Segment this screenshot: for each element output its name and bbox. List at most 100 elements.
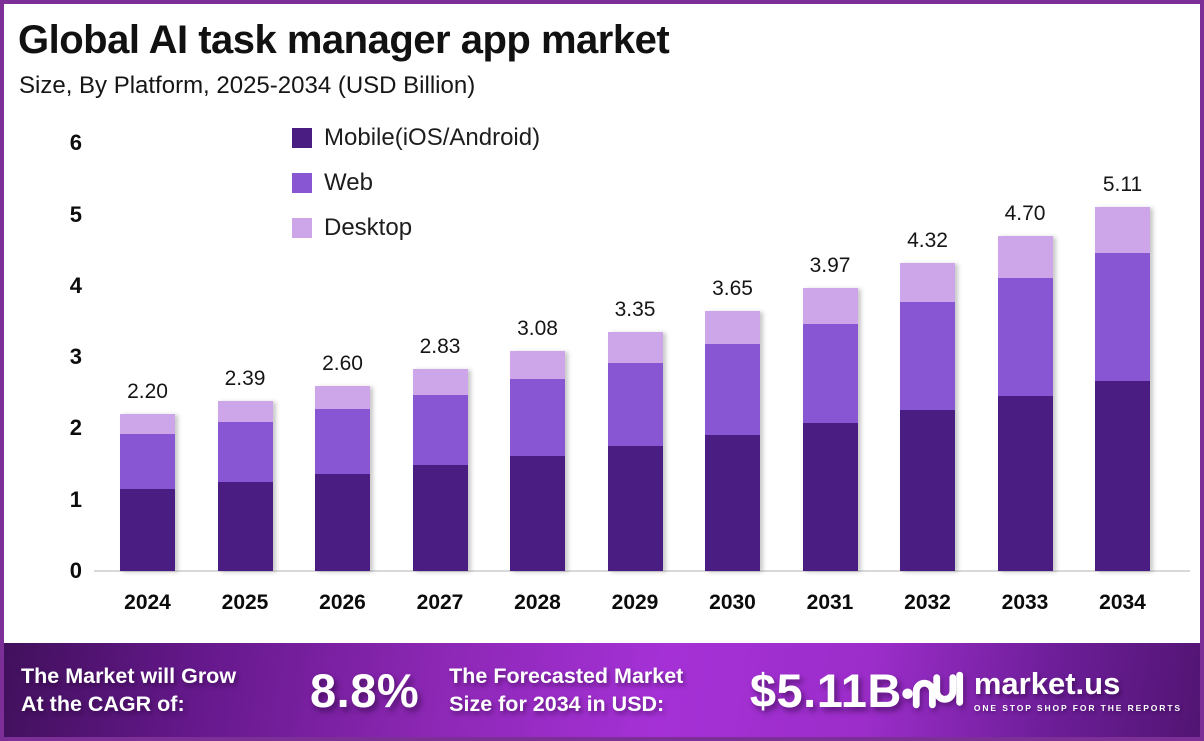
legend-label: Mobile(iOS/Android) (324, 124, 541, 151)
cagr-caption-line2: At the CAGR of: (21, 692, 185, 716)
y-tick-label-3: 3 (69, 344, 82, 370)
x-label-2029: 2029 (611, 591, 659, 614)
cagr-caption: The Market will Grow At the CAGR of: (21, 662, 270, 719)
bar-2031-total-label: 3.97 (809, 253, 851, 277)
forecast-caption-line1: The Forecasted Market (449, 663, 684, 688)
legend-swatch-icon (292, 173, 312, 193)
bar-2029-web-segment (607, 362, 663, 447)
bar-2025-desktop-segment (217, 400, 273, 422)
bar-2034-mobile-ios-android--segment (1095, 380, 1150, 571)
legend-label: Desktop (324, 214, 413, 241)
bar-2032 (900, 262, 955, 571)
bar-2024-total-label: 2.20 (127, 380, 168, 404)
bar-2034-web-segment (1095, 253, 1150, 381)
bar-2027-mobile-ios-android--segment (412, 465, 468, 571)
bar-2034 (1095, 206, 1150, 571)
bar-2031 (802, 287, 858, 571)
legend-swatch-icon (292, 218, 312, 238)
bar-2024-web-segment (120, 434, 175, 489)
marketus-logo-icon (902, 671, 963, 709)
bar-2031-mobile-ios-android--segment (802, 422, 858, 571)
bar-2028-total-label: 3.08 (517, 317, 558, 341)
bar-2027-web-segment (412, 394, 468, 466)
chart-legend: Mobile(iOS/Android) Web Desktop (292, 124, 540, 259)
stacked-bar-chart: Mobile(iOS/Android) Web Desktop 0 1 2 3 4 5 6 2.2… (4, 4, 1200, 737)
cagr-value: 8.8% (310, 663, 420, 717)
bar-2029 (607, 332, 663, 571)
bar-2033-total-label: 4.70 (1004, 201, 1046, 225)
x-label-2030: 2030 (709, 591, 756, 614)
bar-2028-web-segment (510, 379, 565, 457)
bar-2033-desktop-segment (997, 235, 1053, 278)
bar-2026-desktop-segment (315, 385, 370, 410)
bar-2026 (315, 385, 370, 571)
x-label-2024: 2024 (124, 591, 171, 614)
bar-2032-total-label: 4.32 (907, 228, 948, 252)
brand-tagline: ONE STOP SHOP FOR THE REPORTS (973, 702, 1182, 713)
x-label-2033: 2033 (1001, 591, 1049, 614)
x-axis-line (94, 570, 1190, 572)
y-tick-label-6: 6 (69, 130, 82, 156)
y-tick-label-0: 0 (69, 558, 82, 583)
forecast-caption: The Forecasted Market Size for 2034 in U… (449, 662, 728, 719)
bar-2025-mobile-ios-android--segment (217, 481, 273, 571)
bar-2024 (120, 414, 175, 571)
bar-2027 (412, 369, 468, 571)
page-title: Global AI task manager app market (18, 18, 670, 62)
bar-2033-mobile-ios-android--segment (997, 395, 1053, 571)
brand-logo: market.us ONE STOP SHOP FOR THE REPORTS (902, 664, 1182, 716)
bar-2028 (510, 351, 565, 571)
legend-swatch-icon (292, 128, 312, 148)
brand-name: market.us (973, 665, 1121, 701)
bar-2028-desktop-segment (510, 351, 565, 380)
bar-2026-mobile-ios-android--segment (315, 474, 370, 571)
bar-2025-total-label: 2.39 (224, 366, 266, 390)
bar-2024-mobile-ios-android--segment (120, 488, 175, 571)
bar-2031-desktop-segment (802, 287, 858, 324)
bar-2034-total-label: 5.11 (1102, 172, 1143, 196)
x-label-2025: 2025 (221, 591, 269, 614)
bar-2029-desktop-segment (607, 332, 663, 363)
brand-text: market.us ONE STOP SHOP FOR THE REPORTS (974, 668, 1182, 713)
legend-item-mobile-ios-android-: Mobile(iOS/Android) (292, 124, 540, 152)
legend-label: Web (324, 169, 373, 196)
bar-2032-web-segment (900, 302, 955, 410)
bar-2033-web-segment (997, 277, 1053, 396)
bar-2032-mobile-ios-android--segment (900, 409, 955, 571)
x-label-2031: 2031 (806, 591, 854, 614)
bar-2027-total-label: 2.83 (419, 335, 461, 359)
forecast-caption-line2: Size for 2034 in USD: (449, 692, 665, 716)
bar-2024-desktop-segment (120, 414, 175, 435)
bar-2026-total-label: 2.60 (322, 351, 363, 375)
x-label-2026: 2026 (319, 591, 366, 614)
bar-2029-mobile-ios-android--segment (607, 446, 663, 571)
y-tick-label-2: 2 (69, 415, 82, 441)
bar-2034-desktop-segment (1095, 206, 1150, 253)
bar-2031-web-segment (802, 323, 858, 423)
bar-2032-desktop-segment (900, 262, 955, 303)
page-subtitle: Size, By Platform, 2025-2034 (USD Billio… (19, 72, 476, 99)
bar-2030-total-label: 3.65 (712, 276, 753, 300)
legend-item-web: Web (292, 169, 540, 197)
bar-2030 (705, 310, 760, 571)
x-label-2032: 2032 (904, 591, 951, 614)
bar-2026-web-segment (315, 409, 370, 474)
bar-2033 (997, 235, 1053, 571)
bar-2030-mobile-ios-android--segment (705, 434, 760, 571)
bar-2025 (217, 400, 273, 571)
bar-2030-web-segment (705, 343, 760, 435)
x-label-2028: 2028 (514, 591, 561, 614)
y-tick-label-1: 1 (69, 486, 82, 512)
bar-2027-desktop-segment (412, 369, 468, 395)
forecast-value: $5.11B (749, 663, 902, 717)
legend-item-desktop: Desktop (292, 214, 540, 242)
bar-2029-total-label: 3.35 (614, 298, 656, 322)
bar-2030-desktop-segment (705, 310, 760, 344)
bar-2025-web-segment (217, 421, 273, 482)
cagr-caption-line1: The Market will Grow (21, 663, 237, 688)
x-label-2027: 2027 (416, 591, 464, 614)
y-tick-label-4: 4 (69, 272, 82, 298)
bar-2028-mobile-ios-android--segment (510, 456, 565, 571)
y-tick-label-5: 5 (69, 201, 82, 227)
